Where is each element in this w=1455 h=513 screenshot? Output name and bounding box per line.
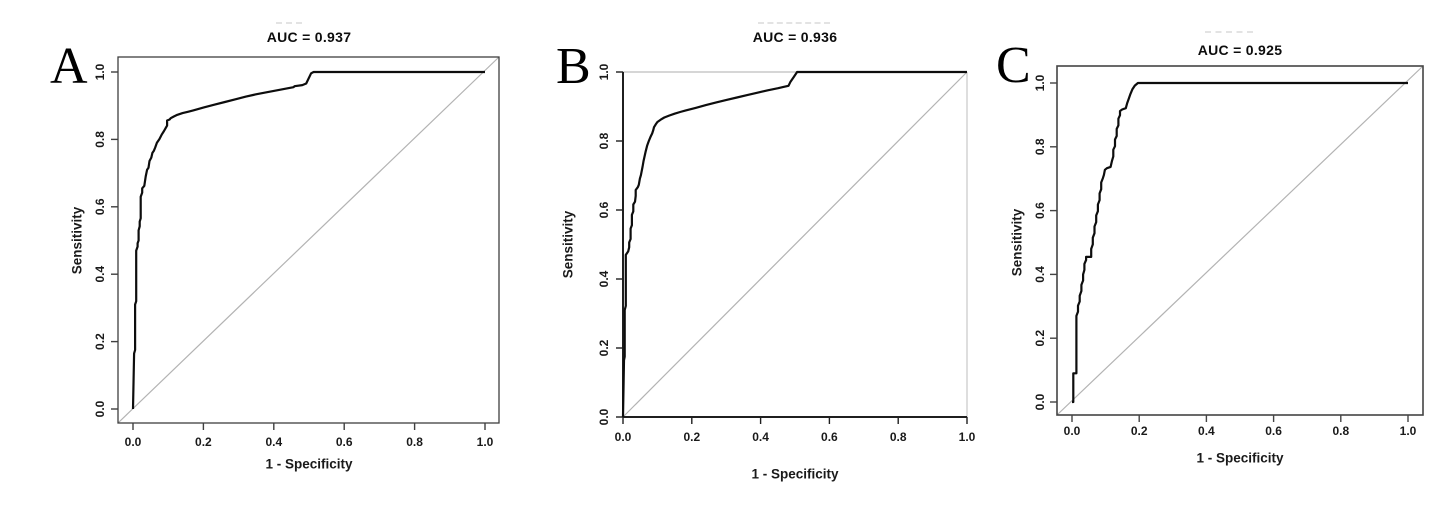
y-tick-label: 0.8 xyxy=(1033,138,1047,155)
y-tick-label: 0.6 xyxy=(597,201,611,218)
panel-c-plot: 0.0 0.2 0.4 0.6 0.8 1.0 0.0 0.2 0.4 0.6 0.8 1.0 1 - … xyxy=(1010,65,1424,466)
x-tick-label: 0.4 xyxy=(752,430,769,444)
x-tick-label: 1.0 xyxy=(477,435,494,449)
roc-curve-line xyxy=(621,70,967,418)
x-tick-label: 1.0 xyxy=(959,430,976,444)
x-axis-label: 1 - Specificity xyxy=(265,457,353,472)
panel-a-auc-title: AUC = 0.937 xyxy=(266,29,352,45)
chance-diagonal-line xyxy=(117,56,500,424)
panel-b-plot: 0.0 0.2 0.4 0.6 0.8 1.0 0.0 0.2 0.4 0.6 0.8 1.0 1 - … xyxy=(561,63,976,481)
panel-letter-b: B xyxy=(556,38,591,95)
x-axis-label: 1 - Specificity xyxy=(751,467,839,482)
panel-c-auc-title: AUC = 0.925 xyxy=(1197,42,1283,58)
panel-letter-a: A xyxy=(50,38,88,95)
x-tick-label: 0.2 xyxy=(1131,424,1148,438)
print-artifact xyxy=(276,22,302,24)
y-tick-label: 0.0 xyxy=(597,408,611,425)
print-artifact xyxy=(1205,31,1253,33)
x-tick-label: 0.8 xyxy=(890,430,907,444)
panel-letter-c: C xyxy=(996,37,1031,94)
y-tick-label: 1.0 xyxy=(93,63,107,80)
y-tick-label: 0.2 xyxy=(1033,330,1047,347)
x-tick-label: 0.6 xyxy=(1265,424,1282,438)
y-tick-label: 0.8 xyxy=(597,132,611,149)
y-tick-label: 0.6 xyxy=(93,198,107,215)
y-tick-label: 0.8 xyxy=(93,131,107,148)
plot-box xyxy=(117,56,500,424)
y-tick-label: 0.4 xyxy=(597,270,611,287)
x-tick-label: 0.8 xyxy=(1332,424,1349,438)
x-axis-label: 1 - Specificity xyxy=(1196,451,1284,466)
panel-a-plot: 0.0 0.2 0.4 0.6 0.8 1.0 0.0 0.2 0.4 0.6 0.8 1.0 1 - … xyxy=(70,56,500,472)
x-tick-label: 0.8 xyxy=(406,435,423,449)
y-tick-label: 1.0 xyxy=(1033,74,1047,91)
x-tick-label: 0.2 xyxy=(683,430,700,444)
y-axis-label: Sensitivity xyxy=(561,210,576,278)
y-tick-label: 0.2 xyxy=(597,339,611,356)
y-tick-label: 0.4 xyxy=(1033,266,1047,283)
x-tick-label: 0.4 xyxy=(1198,424,1215,438)
y-tick-label: 0.4 xyxy=(93,266,107,283)
x-tick-label: 1.0 xyxy=(1400,424,1417,438)
x-tick-label: 0.4 xyxy=(265,435,282,449)
y-tick-label: 0.2 xyxy=(93,333,107,350)
y-tick-label: 0.6 xyxy=(1033,202,1047,219)
y-axis-label: Sensitivity xyxy=(1010,208,1025,276)
x-tick-label: 0.6 xyxy=(821,430,838,444)
x-tick-label: 0.0 xyxy=(615,430,632,444)
y-tick-label: 0.0 xyxy=(1033,393,1047,410)
x-tick-label: 0.0 xyxy=(125,435,142,449)
x-tick-label: 0.2 xyxy=(195,435,212,449)
panel-b-auc-title: AUC = 0.936 xyxy=(752,29,838,45)
x-tick-label: 0.6 xyxy=(336,435,353,449)
x-tick-label: 0.0 xyxy=(1064,424,1081,438)
roc-curve-line xyxy=(131,70,485,410)
chance-diagonal-line xyxy=(622,71,968,418)
roc-curve-line xyxy=(1072,81,1408,404)
y-tick-label: 0.0 xyxy=(93,400,107,417)
print-artifact xyxy=(758,22,830,24)
y-axis-label: Sensitivity xyxy=(70,206,85,274)
plot-box xyxy=(1056,65,1424,416)
y-tick-label: 1.0 xyxy=(597,63,611,80)
chance-diagonal-line xyxy=(1056,65,1424,416)
